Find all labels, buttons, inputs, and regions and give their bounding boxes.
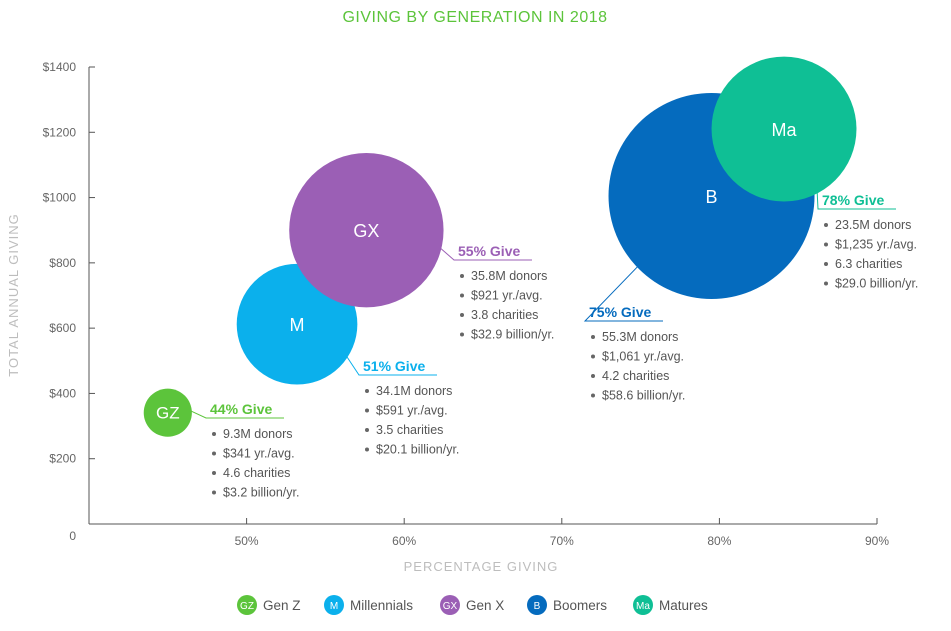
stat-millennials: 3.5 charities [376, 423, 443, 437]
bullet-dot [460, 313, 464, 317]
bullet-dot [591, 393, 595, 398]
bullet-dot [591, 354, 595, 359]
stat-matures: $1,235 yr./avg. [835, 238, 917, 252]
stat-matures: 6.3 charities [835, 257, 902, 271]
x-axis-label: PERCENTAGE GIVING [404, 559, 559, 574]
stat-gen-x: 35.8M donors [471, 269, 547, 283]
bullet-dot [365, 408, 369, 413]
stat-boomers: 55.3M donors [602, 330, 678, 344]
legend-swatch-gen-x [440, 595, 460, 615]
axes: 0 $200 $400 $600 $800 $1000 $1200 $1400 50% 60% 70… [43, 60, 890, 548]
stat-matures: $29.0 billion/yr. [835, 277, 918, 291]
x-tick-label: 70% [550, 534, 574, 548]
bubble-label-boomers: B [706, 187, 718, 207]
legend-label-millennials: Millennials [350, 598, 413, 613]
chart-title: GIVING BY GENERATION IN 2018 [342, 9, 607, 26]
give-label-millennials: 51% Give [363, 358, 425, 374]
bullet-dot [212, 471, 216, 475]
give-label-gen-z: 44% Give [210, 401, 272, 417]
bubble-label-matures: Ma [772, 120, 798, 140]
bullet-dot [365, 447, 369, 452]
stat-millennials: $591 yr./avg. [376, 404, 448, 418]
legend-swatch-label-matures: Ma [636, 601, 650, 612]
y-tick-label: $600 [49, 321, 76, 335]
legend-label-matures: Matures [659, 598, 708, 613]
bullet-dot [591, 374, 595, 378]
y-tick-label: $1000 [43, 191, 77, 205]
legend-label-boomers: Boomers [553, 598, 607, 613]
x-tick-label: 60% [392, 534, 416, 548]
stat-gen-x: $32.9 billion/yr. [471, 328, 554, 342]
stat-millennials: $20.1 billion/yr. [376, 443, 459, 457]
y-tick-label: $400 [49, 386, 76, 400]
bubble-gen-x [289, 153, 444, 308]
give-label-gen-x: 55% Give [458, 243, 520, 259]
stat-gen-x: 3.8 charities [471, 308, 538, 322]
y-tick-label: $1400 [43, 60, 77, 74]
legend-swatch-millennials [324, 595, 344, 615]
y-tick-label: $200 [49, 452, 76, 466]
bubble-label-gen-x: GX [353, 221, 379, 241]
give-label-matures: 78% Give [822, 192, 884, 208]
bullet-dot [460, 293, 464, 298]
stat-gen-z: $3.2 billion/yr. [223, 486, 299, 500]
bubble-label-millennials: M [290, 315, 305, 335]
give-label-boomers: 75% Give [589, 304, 651, 320]
bubble-matures [711, 56, 857, 202]
stat-boomers: $58.6 billion/yr. [602, 389, 685, 403]
legend-label-gen-z: Gen Z [263, 598, 301, 613]
legend-swatch-label-gen-z: GZ [240, 601, 254, 612]
leader-line-boomers [583, 265, 663, 322]
legend-swatch-boomers [527, 595, 547, 615]
stat-gen-z: $341 yr./avg. [223, 447, 295, 461]
bullet-dot [365, 428, 369, 432]
leader-line-millennials [346, 356, 437, 376]
bullet-dot [365, 389, 369, 393]
y-axis-label: TOTAL ANNUAL GIVING [6, 213, 21, 376]
bullet-dot [212, 432, 216, 436]
y-tick-label: $800 [49, 256, 76, 270]
bullet-dot [212, 451, 216, 456]
annotations-layer: 44% Give 9.3M donors $341 yr./avg. 4.6 char… [191, 191, 918, 500]
x-tick-label: 80% [707, 534, 731, 548]
stat-boomers: $1,061 yr./avg. [602, 350, 684, 364]
bullet-dot [460, 332, 464, 337]
stat-boomers: 4.2 charities [602, 369, 669, 383]
legend-swatch-label-boomers: B [534, 601, 541, 612]
stat-gen-x: $921 yr./avg. [471, 289, 543, 303]
bubble-label-gen-z: GZ [156, 404, 180, 423]
bullet-dot [591, 335, 595, 339]
bullet-dot [824, 281, 828, 286]
leader-line-gen-x [439, 247, 532, 261]
stat-gen-z: 4.6 charities [223, 466, 290, 480]
x-tick-label: 90% [865, 534, 889, 548]
bullet-dot [824, 242, 828, 247]
bullet-dot [824, 262, 828, 266]
stat-gen-z: 9.3M donors [223, 427, 292, 441]
legend-swatch-gen-z [237, 595, 257, 615]
bubbles-layer: GZ M GX B Ma [143, 56, 857, 437]
bullet-dot [824, 223, 828, 227]
legend-swatch-label-millennials: M [330, 601, 338, 612]
y-tick-label: $1200 [43, 125, 77, 139]
legend-swatch-label-gen-x: GX [443, 601, 458, 612]
y-tick-label: 0 [69, 529, 76, 543]
bullet-dot [460, 274, 464, 278]
bullet-dot [212, 490, 216, 495]
stat-matures: 23.5M donors [835, 218, 911, 232]
stat-millennials: 34.1M donors [376, 384, 452, 398]
legend: GZ Gen Z M Millennials GX Gen X B Boomers Ma Matu… [237, 595, 708, 615]
leader-line-gen-z [191, 410, 284, 419]
bubble-gen-z [143, 388, 192, 437]
legend-swatch-matures [633, 595, 653, 615]
leader-line-matures [816, 191, 896, 210]
x-tick-label: 50% [235, 534, 259, 548]
legend-label-gen-x: Gen X [466, 598, 504, 613]
